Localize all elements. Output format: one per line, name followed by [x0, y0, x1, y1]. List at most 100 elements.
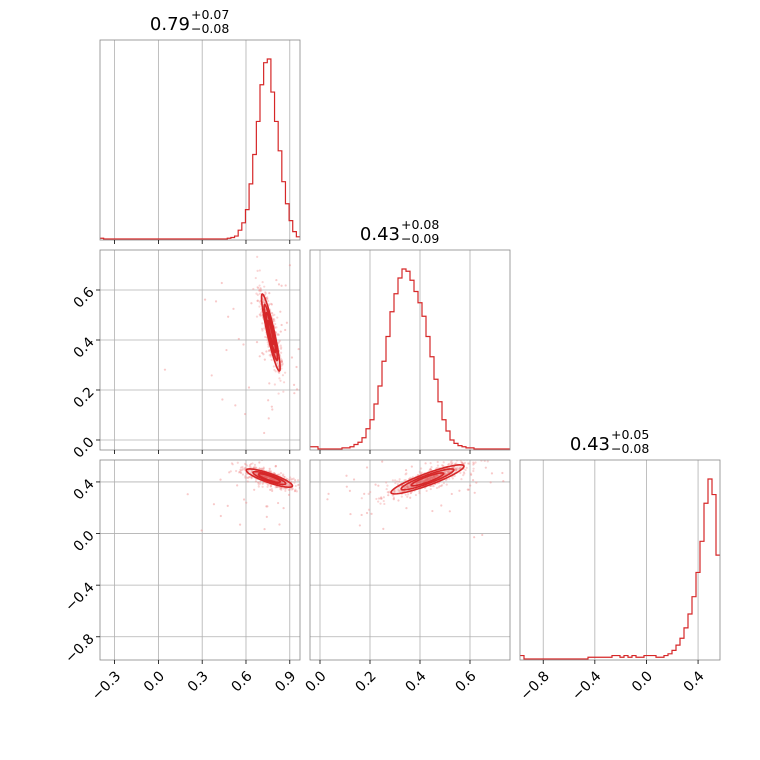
x-tick-label: 0.2	[353, 668, 380, 695]
sample-point	[269, 477, 272, 480]
outlier-point	[285, 421, 287, 423]
sample-point	[285, 477, 288, 480]
sample-point	[420, 471, 423, 474]
sample-point	[428, 469, 431, 472]
sample-point	[431, 484, 434, 487]
sample-point	[273, 383, 276, 386]
x-tick-label: 0.6	[453, 668, 480, 695]
sample-point	[454, 462, 458, 465]
sample-point	[429, 462, 432, 465]
sample-point	[255, 292, 258, 295]
sample-point	[280, 488, 283, 491]
x-tick-label: 0.3	[185, 668, 212, 695]
histogram-steps	[520, 478, 720, 660]
sample-point	[441, 464, 444, 467]
sample-point	[433, 476, 436, 479]
outlier-point	[282, 507, 285, 510]
sample-point	[275, 326, 278, 329]
sample-point	[273, 368, 276, 372]
outlier-point	[293, 392, 296, 395]
sample-point	[456, 456, 458, 458]
outlier-point	[336, 528, 338, 530]
sample-point	[409, 476, 412, 479]
sample-point	[269, 355, 272, 358]
sample-point	[243, 468, 246, 471]
sample-point	[248, 475, 252, 478]
sample-point	[248, 464, 252, 467]
sample-point	[262, 466, 265, 469]
outlier-point	[448, 510, 451, 513]
sample-point	[273, 318, 276, 321]
sample-point	[261, 474, 265, 477]
contour-level	[257, 473, 282, 484]
sample-point	[392, 498, 395, 501]
sample-point	[436, 464, 440, 467]
outlier-point	[267, 417, 270, 420]
sample-point	[387, 491, 390, 494]
outlier-point	[227, 432, 229, 434]
sample-point	[272, 318, 275, 322]
sample-point	[258, 313, 261, 316]
outlier-point	[429, 441, 431, 443]
x-tick-label: −0.8	[517, 668, 552, 703]
outlier-point	[440, 504, 443, 507]
sample-point	[409, 491, 412, 494]
sample-point	[468, 462, 471, 465]
sample-point	[396, 483, 399, 486]
sample-point	[269, 477, 273, 480]
sample-point	[426, 478, 429, 481]
sample-point	[273, 320, 276, 323]
sample-point	[258, 305, 261, 308]
outlier-point	[424, 462, 427, 465]
sample-point	[448, 477, 451, 480]
x-tick-label: 0.0	[141, 668, 168, 695]
outlier-point	[270, 303, 273, 306]
outlier-point	[295, 365, 298, 369]
outlier-point	[244, 476, 247, 479]
outlier-point	[239, 471, 243, 474]
sample-point	[406, 485, 409, 488]
outlier-point	[255, 340, 259, 344]
sample-point	[259, 288, 262, 291]
sample-point	[288, 478, 291, 481]
sample-point	[270, 477, 273, 480]
sample-point	[484, 457, 486, 459]
sample-point	[252, 287, 255, 291]
sample-point	[455, 468, 458, 471]
sample-point	[388, 490, 391, 493]
sample-point	[263, 475, 266, 478]
sample-point	[269, 353, 272, 356]
sample-point	[267, 483, 270, 487]
sample-point	[429, 468, 432, 471]
param-title-value: 0.43	[570, 434, 610, 455]
panel-r2-c2	[519, 459, 721, 664]
sample-point	[247, 476, 250, 480]
sample-point	[414, 493, 418, 497]
sample-point	[284, 371, 287, 374]
outlier-point	[263, 431, 266, 435]
outlier-point	[400, 447, 402, 449]
sample-point	[391, 479, 394, 482]
sample-point	[294, 489, 297, 492]
outlier-point	[301, 491, 303, 493]
outlier-point	[382, 527, 385, 530]
panel-frame	[99, 459, 301, 661]
sample-point	[461, 461, 464, 464]
sample-point	[277, 341, 280, 344]
sample-point	[279, 487, 282, 491]
outlier-point	[265, 505, 268, 508]
sample-point	[460, 460, 463, 464]
sample-point	[425, 489, 428, 492]
sample-point	[454, 467, 457, 470]
sample-point	[278, 377, 281, 380]
sample-point	[271, 314, 274, 317]
sample-point	[286, 484, 289, 487]
sample-point	[256, 286, 259, 289]
sample-point	[432, 485, 435, 488]
outlier-point	[279, 330, 282, 333]
outlier-point	[314, 514, 316, 516]
sample-point	[406, 485, 409, 489]
panel-content	[520, 478, 720, 660]
sample-point	[429, 467, 432, 471]
sample-point	[271, 312, 274, 315]
